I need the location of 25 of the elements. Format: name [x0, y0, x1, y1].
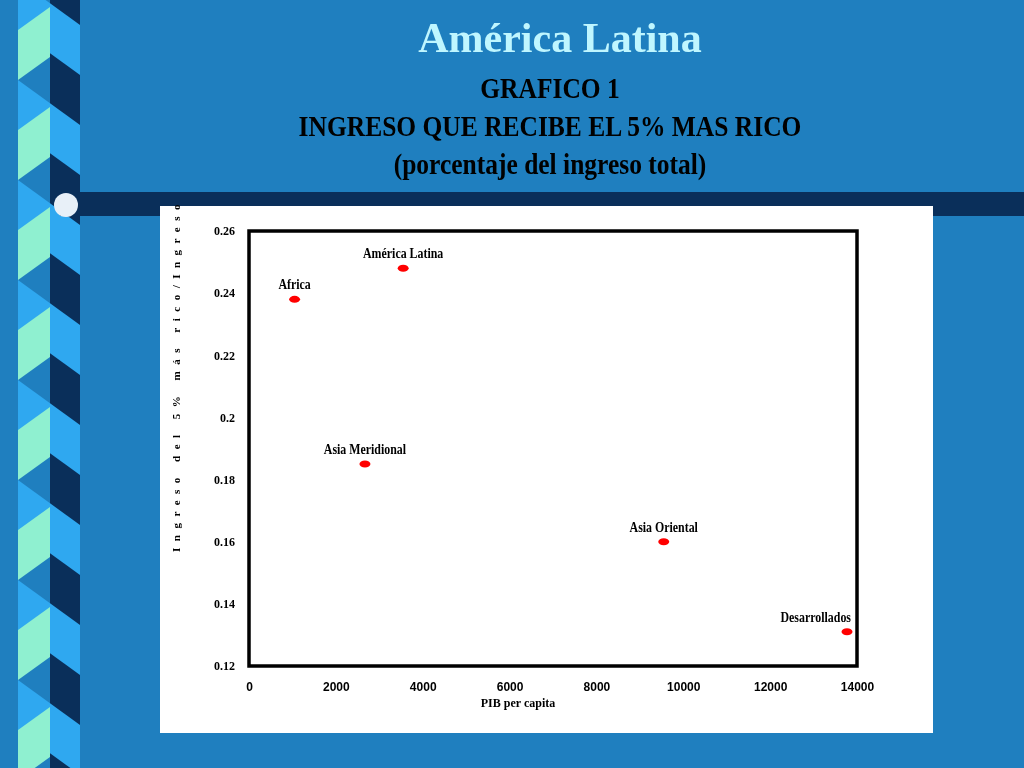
y-tick-label: 0.22: [214, 348, 235, 363]
x-tick-label: 2000: [323, 679, 351, 694]
x-axis-title: PIB per capita: [480, 696, 556, 710]
x-tick-label: 0: [246, 679, 254, 694]
chart-subtitle: GRAFICO 1 INGRESO QUE RECIBE EL 5% MAS RICO (porcentaje del ingreso total): [298, 71, 802, 181]
annotation: Africa: [278, 276, 312, 293]
x-tick-label: 4000: [409, 679, 437, 694]
y-tick-label: 0.12: [214, 659, 235, 674]
y-tick-label: 0.24: [214, 286, 235, 301]
y-tick-label: 0.26: [214, 224, 235, 239]
annotation: Asia Meridional: [323, 441, 407, 458]
x-tick-label: 12000: [753, 679, 788, 694]
annotation: América Latina: [363, 245, 444, 262]
annotation: Desarrollados: [780, 608, 851, 626]
y-tick-label: 0.14: [214, 597, 235, 612]
x-tick-label: 10000: [667, 679, 701, 694]
chart-title: América Latina: [418, 15, 702, 61]
y-tick-label: 0.16: [214, 535, 235, 550]
x-tick-label: 8000: [583, 679, 611, 694]
y-axis-title: Ingreso del 5% más rico/Ingreso: [170, 198, 182, 552]
x-tick-label: 6000: [496, 679, 524, 694]
y-tick-label: 0.2: [220, 410, 235, 425]
y-tick-label: 0.18: [214, 472, 235, 487]
x-tick-label: 14000: [840, 679, 875, 694]
annotation: Asia Oriental: [629, 518, 699, 535]
